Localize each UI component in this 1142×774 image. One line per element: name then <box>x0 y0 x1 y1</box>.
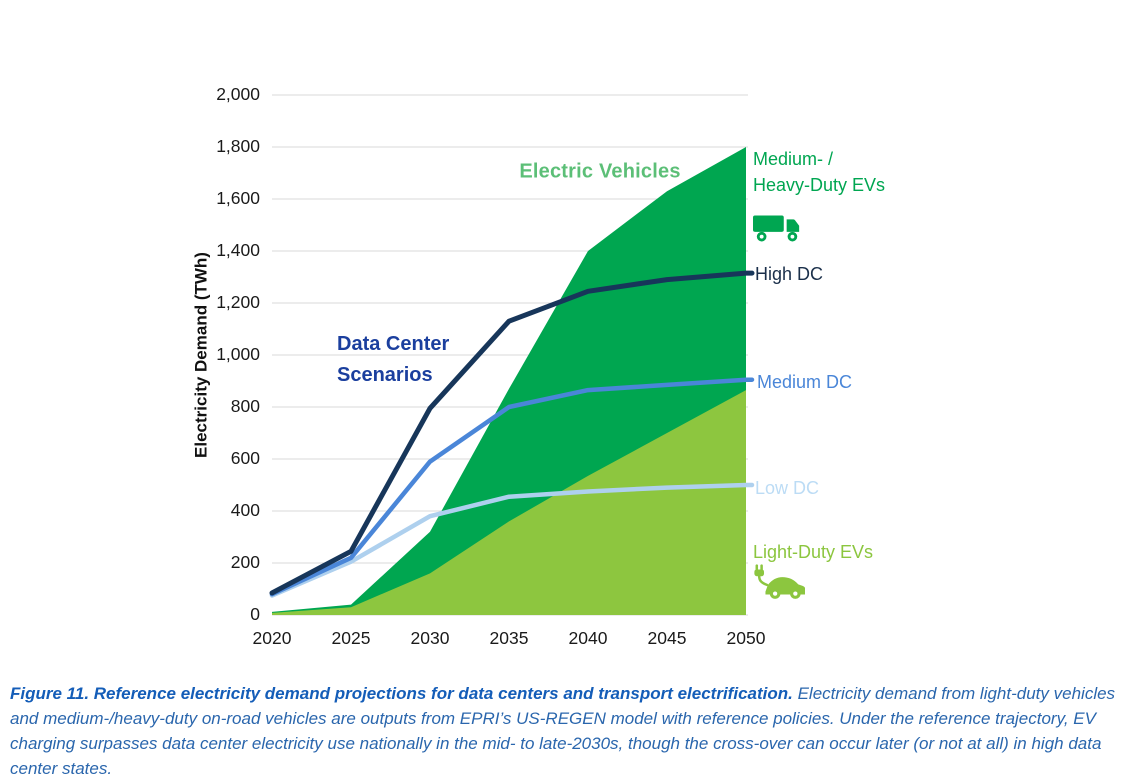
figure-caption-body: Electricity demand from light-duty vehic… <box>10 684 1116 774</box>
line-high-dc <box>269 270 755 596</box>
y-tick-label: 0 <box>250 604 260 624</box>
mhd-label-line1: Medium- / <box>753 149 834 169</box>
x-tick-label: 2050 <box>726 628 766 648</box>
y-tick-label: 800 <box>230 396 260 416</box>
data-center-annotation-line2: Scenarios <box>337 364 433 386</box>
data-center-scenarios-annotation: Data Center Scenarios <box>337 329 449 391</box>
area-light-duty-evs <box>272 390 746 615</box>
x-tick-label: 2020 <box>252 628 292 648</box>
y-tick-label: 1,200 <box>216 292 260 312</box>
y-tick-label: 2,000 <box>216 84 260 104</box>
figure-caption-title: Figure 11. Reference electricity demand … <box>10 684 793 703</box>
figure-caption: Figure 11. Reference electricity demand … <box>10 681 1134 774</box>
x-tick-label: 2035 <box>489 628 529 648</box>
y-tick-label: 1,800 <box>216 136 260 156</box>
data-center-annotation-line1: Data Center <box>337 333 450 355</box>
y-tick-label: 600 <box>230 448 260 468</box>
y-tick-label: 1,400 <box>216 240 260 260</box>
line-medium-dc <box>269 377 755 597</box>
electricity-demand-chart: Electricity Demand (TWh) Electric Vehicl… <box>192 84 886 648</box>
y-tick-label: 1,600 <box>216 188 260 208</box>
x-tick-label: 2025 <box>331 628 371 648</box>
line-low-dc <box>269 482 755 598</box>
legend-low-dc: Low DC <box>755 478 820 498</box>
legend-medium-heavy-duty-evs: Medium- / Heavy-Duty EVs <box>753 146 885 198</box>
electric-vehicles-annotation: Electric Vehicles <box>519 160 681 183</box>
chart-plot-area <box>269 94 755 616</box>
x-tick-label: 2030 <box>410 628 450 648</box>
legend-medium-dc: Medium DC <box>757 372 853 392</box>
mhd-label-line2: Heavy-Duty EVs <box>753 175 886 195</box>
y-tick-label: 400 <box>230 500 260 520</box>
legend-high-dc: High DC <box>755 264 824 284</box>
x-tick-label: 2045 <box>647 628 687 648</box>
y-tick-label: 200 <box>230 552 260 572</box>
x-tick-label: 2040 <box>568 628 608 648</box>
y-tick-label: 1,000 <box>216 344 260 364</box>
legend-light-duty-evs: Light-Duty EVs <box>753 542 874 562</box>
